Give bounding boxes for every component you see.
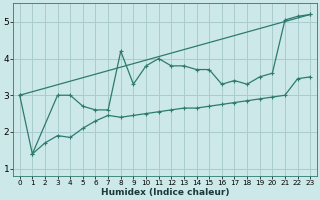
X-axis label: Humidex (Indice chaleur): Humidex (Indice chaleur) — [101, 188, 229, 197]
